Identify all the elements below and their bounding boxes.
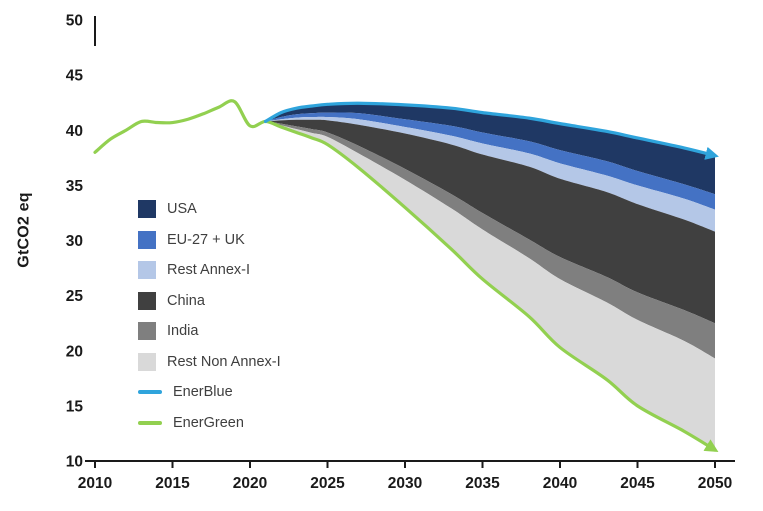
legend-swatch-box [138, 200, 156, 219]
y-tick-label: 45 [66, 68, 84, 85]
x-tick-label: 2050 [698, 475, 732, 492]
legend-swatch-box [138, 230, 156, 249]
x-tick-label: 2020 [233, 475, 267, 492]
legend-item-eu-27-uk: EU-27 + UK [138, 225, 281, 256]
legend-item-rest-annex-i: Rest Annex-I [138, 255, 281, 286]
x-tick-label: 2035 [465, 475, 500, 492]
legend-swatch-box [138, 261, 156, 280]
legend-item-china: China [138, 286, 281, 317]
y-axis-title-text: GtCO2 eq [16, 192, 34, 268]
band-india [265, 121, 715, 359]
y-tick-label: 15 [66, 398, 84, 415]
legend-label: EU-27 + UK [167, 231, 245, 248]
legend-swatch-line [138, 390, 162, 395]
legend-swatch-box [138, 352, 156, 371]
x-tick-label: 2025 [310, 475, 345, 492]
legend-item-enerblue: EnerBlue [138, 377, 281, 408]
legend-item-rest-non-annex-i: Rest Non Annex-I [138, 347, 281, 378]
legend-label: Rest Non Annex-I [167, 353, 281, 370]
band-rest-non-annex-i [265, 121, 715, 450]
legend-swatch-box [138, 291, 156, 310]
y-tick-label: 40 [66, 123, 83, 140]
legend-label: China [167, 292, 205, 309]
legend-label: Rest Annex-I [167, 262, 251, 279]
y-tick-label: 50 [66, 13, 83, 30]
enerblue-line [263, 101, 719, 160]
x-tick-label: 2040 [543, 475, 577, 492]
y-tick-label: 30 [66, 233, 83, 250]
chart-legend: USA EU-27 + UK Rest Annex-I China India Rest … [138, 194, 281, 438]
legend-label: India [167, 323, 199, 340]
y-axis-title: GtCO2 eq [8, 0, 42, 460]
legend-label: USA [167, 201, 197, 218]
y-tick-label: 20 [66, 343, 83, 360]
x-tick-label: 2010 [78, 475, 112, 492]
energreen-line [93, 99, 719, 453]
y-tick-label: 35 [66, 178, 84, 195]
legend-item-india: India [138, 316, 281, 347]
scenario-bands [265, 103, 715, 450]
x-tick-label: 2045 [620, 475, 655, 492]
legend-swatch-line [138, 420, 162, 425]
legend-swatch-box [138, 322, 156, 341]
axes: 2010 2015 2020 2025 2030 2035 2040 2045 20501015… [66, 13, 735, 492]
legend-item-energreen: EnerGreen [138, 408, 281, 439]
band-usa [265, 103, 715, 195]
y-tick-label: 25 [66, 288, 84, 305]
x-tick-label: 2015 [155, 475, 190, 492]
legend-label: EnerBlue [173, 384, 233, 401]
x-tick-label: 2030 [388, 475, 422, 492]
y-tick-label: 10 [66, 454, 83, 471]
band-china [265, 119, 715, 324]
legend-label: EnerGreen [173, 414, 244, 431]
legend-item-usa: USA [138, 194, 281, 225]
